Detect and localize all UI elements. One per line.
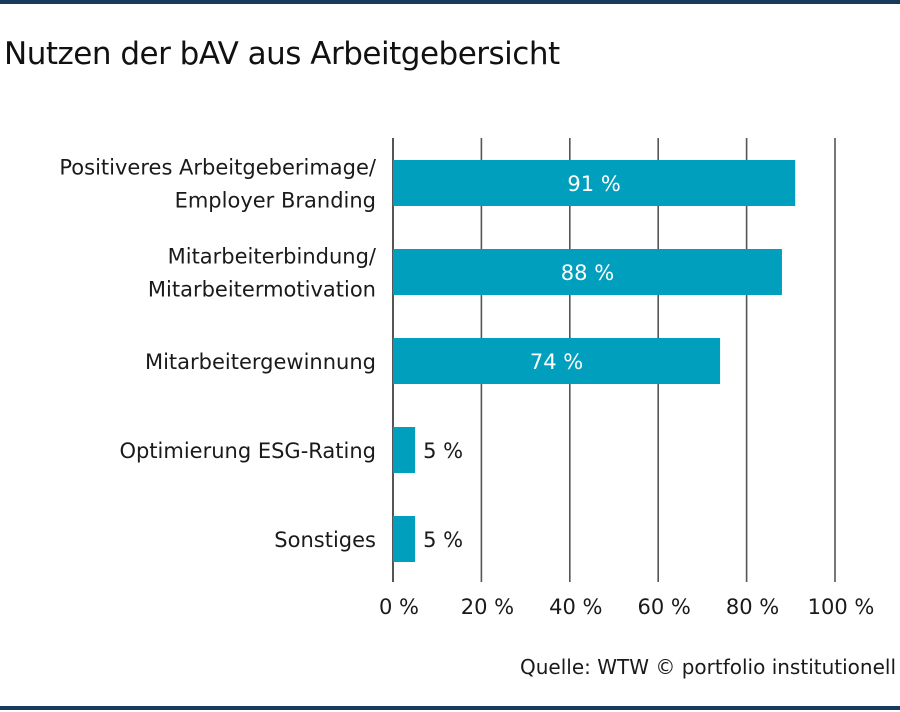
x-tick-labels: 0 % 20 % 40 % 60 % 80 % 100 % [379, 595, 874, 619]
value-labels: 91 % 88 % 74 % 5 % 5 % [423, 172, 621, 552]
category-label: Mitarbeiterbindung/Mitarbeitermotivation [148, 245, 377, 302]
value-label: 88 % [561, 261, 614, 285]
bottom-rule [0, 706, 900, 710]
x-tick-label: 20 % [461, 595, 514, 619]
x-tick-label: 80 % [726, 595, 779, 619]
bar [393, 338, 721, 384]
category-labels: Positiveres Arbeitgeberimage/Employer Br… [59, 156, 377, 553]
category-label: Optimierung ESG-Rating [119, 439, 376, 463]
x-tick-label: 40 % [549, 595, 602, 619]
x-tick-label: 100 % [808, 595, 875, 619]
value-label: 74 % [530, 350, 583, 374]
category-label: Mitarbeitergewinnung [145, 350, 376, 374]
x-tick-label: 0 % [379, 595, 419, 619]
category-label: Sonstiges [274, 528, 376, 552]
chart-title: Nutzen der bAV aus Arbeitgebersicht [4, 36, 560, 72]
source-note: Quelle: WTW © portfolio institutionell [520, 655, 896, 679]
bar [393, 516, 416, 562]
bar [393, 160, 796, 206]
bar [393, 249, 782, 295]
category-label: Positiveres Arbeitgeberimage/Employer Br… [59, 156, 377, 213]
value-label: 5 % [423, 528, 463, 552]
top-rule [0, 0, 900, 4]
value-label: 5 % [423, 439, 463, 463]
x-tick-label: 60 % [638, 595, 691, 619]
value-label: 91 % [567, 172, 620, 196]
bars [393, 160, 796, 562]
bar [393, 427, 416, 473]
